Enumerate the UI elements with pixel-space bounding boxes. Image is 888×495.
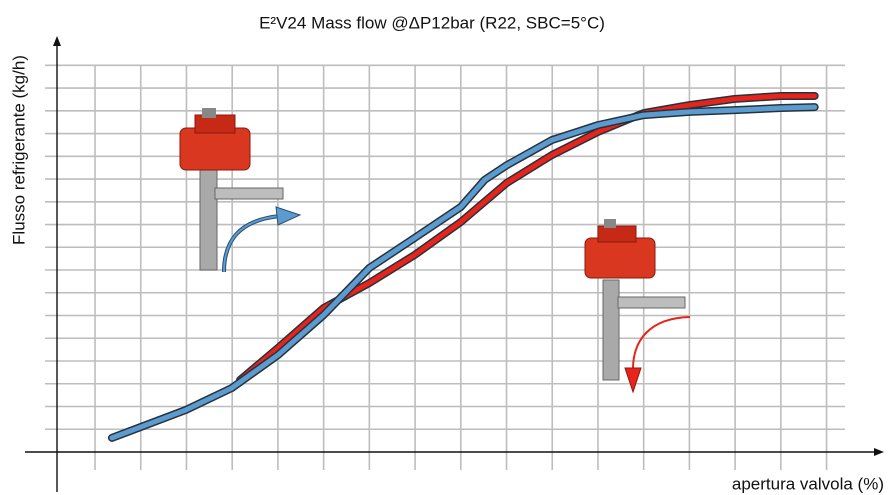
y-axis-label: Flusso refrigerante (kg/h) (9, 55, 28, 245)
y-axis-arrow (53, 36, 61, 46)
valve-illustration (179, 108, 302, 273)
line (109, 104, 818, 441)
x-axis-label: apertura valvola (%) (732, 474, 884, 493)
chart-title: E²V24 Mass flow @ΔP12bar (R22, SBC=5°C) (259, 13, 605, 32)
grid (45, 64, 845, 470)
valve-illustration (584, 219, 691, 394)
x-axis-arrow (874, 448, 884, 456)
